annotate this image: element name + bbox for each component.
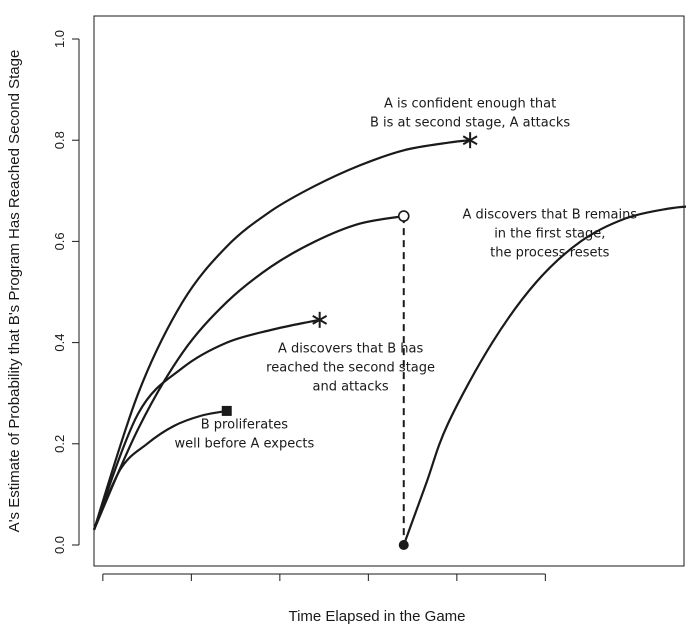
y-tick-label: 0.4 xyxy=(52,334,67,352)
asterisk-stroke xyxy=(312,314,328,325)
annotation-text: A discovers that B remains in the first s… xyxy=(462,208,637,261)
annotation-line: the process resets xyxy=(490,246,609,261)
open-circle-marker xyxy=(397,210,410,222)
y-axis-title: A's Estimate of Probability that B's Pro… xyxy=(6,50,23,533)
curves xyxy=(92,139,686,546)
annotation-line: and attacks xyxy=(313,380,389,395)
x-axis xyxy=(102,573,546,581)
y-axis: 0.0 0.2 0.4 0.6 0.8 1.0 xyxy=(52,30,80,554)
square-marker xyxy=(221,405,232,416)
series-line xyxy=(402,205,686,546)
annotation-line: B proliferates xyxy=(201,418,289,433)
annotation-line: A discovers that B remains xyxy=(462,208,637,223)
annotation-line: A is confident enough that xyxy=(384,96,556,111)
asterisk-stroke xyxy=(462,135,478,146)
annotation-text: B proliferates well before A expects xyxy=(175,418,315,452)
y-tick-label: 1.0 xyxy=(52,30,67,48)
y-tick-label: 0.6 xyxy=(52,232,67,250)
asterisk-marker xyxy=(462,132,478,149)
plot-frame xyxy=(93,15,685,567)
series-line xyxy=(92,215,404,531)
annotation-line: B is at second stage, A attacks xyxy=(370,115,570,130)
annotation-text: A is confident enough that B is at second… xyxy=(370,96,570,130)
annotations: B proliferates well before A expects A dis… xyxy=(175,96,638,451)
annotation-line: in the first stage, xyxy=(494,227,605,242)
annotation-line: A discovers that B has xyxy=(278,342,423,357)
y-tick-label: 0.2 xyxy=(52,435,67,453)
annotation-line: reached the second stage xyxy=(266,361,435,376)
filled-circle-marker xyxy=(398,540,409,550)
y-tick-label: 0.0 xyxy=(52,536,67,554)
annotation-text: A discovers that B has reached the second… xyxy=(266,342,435,395)
series-line xyxy=(92,318,320,531)
asterisk-marker xyxy=(312,311,328,328)
y-tick-label: 0.8 xyxy=(52,131,67,149)
series-line xyxy=(92,139,471,531)
annotation-line: well before A expects xyxy=(175,437,315,452)
markers xyxy=(221,132,478,550)
x-axis-title: Time Elapsed in the Game xyxy=(288,608,465,625)
